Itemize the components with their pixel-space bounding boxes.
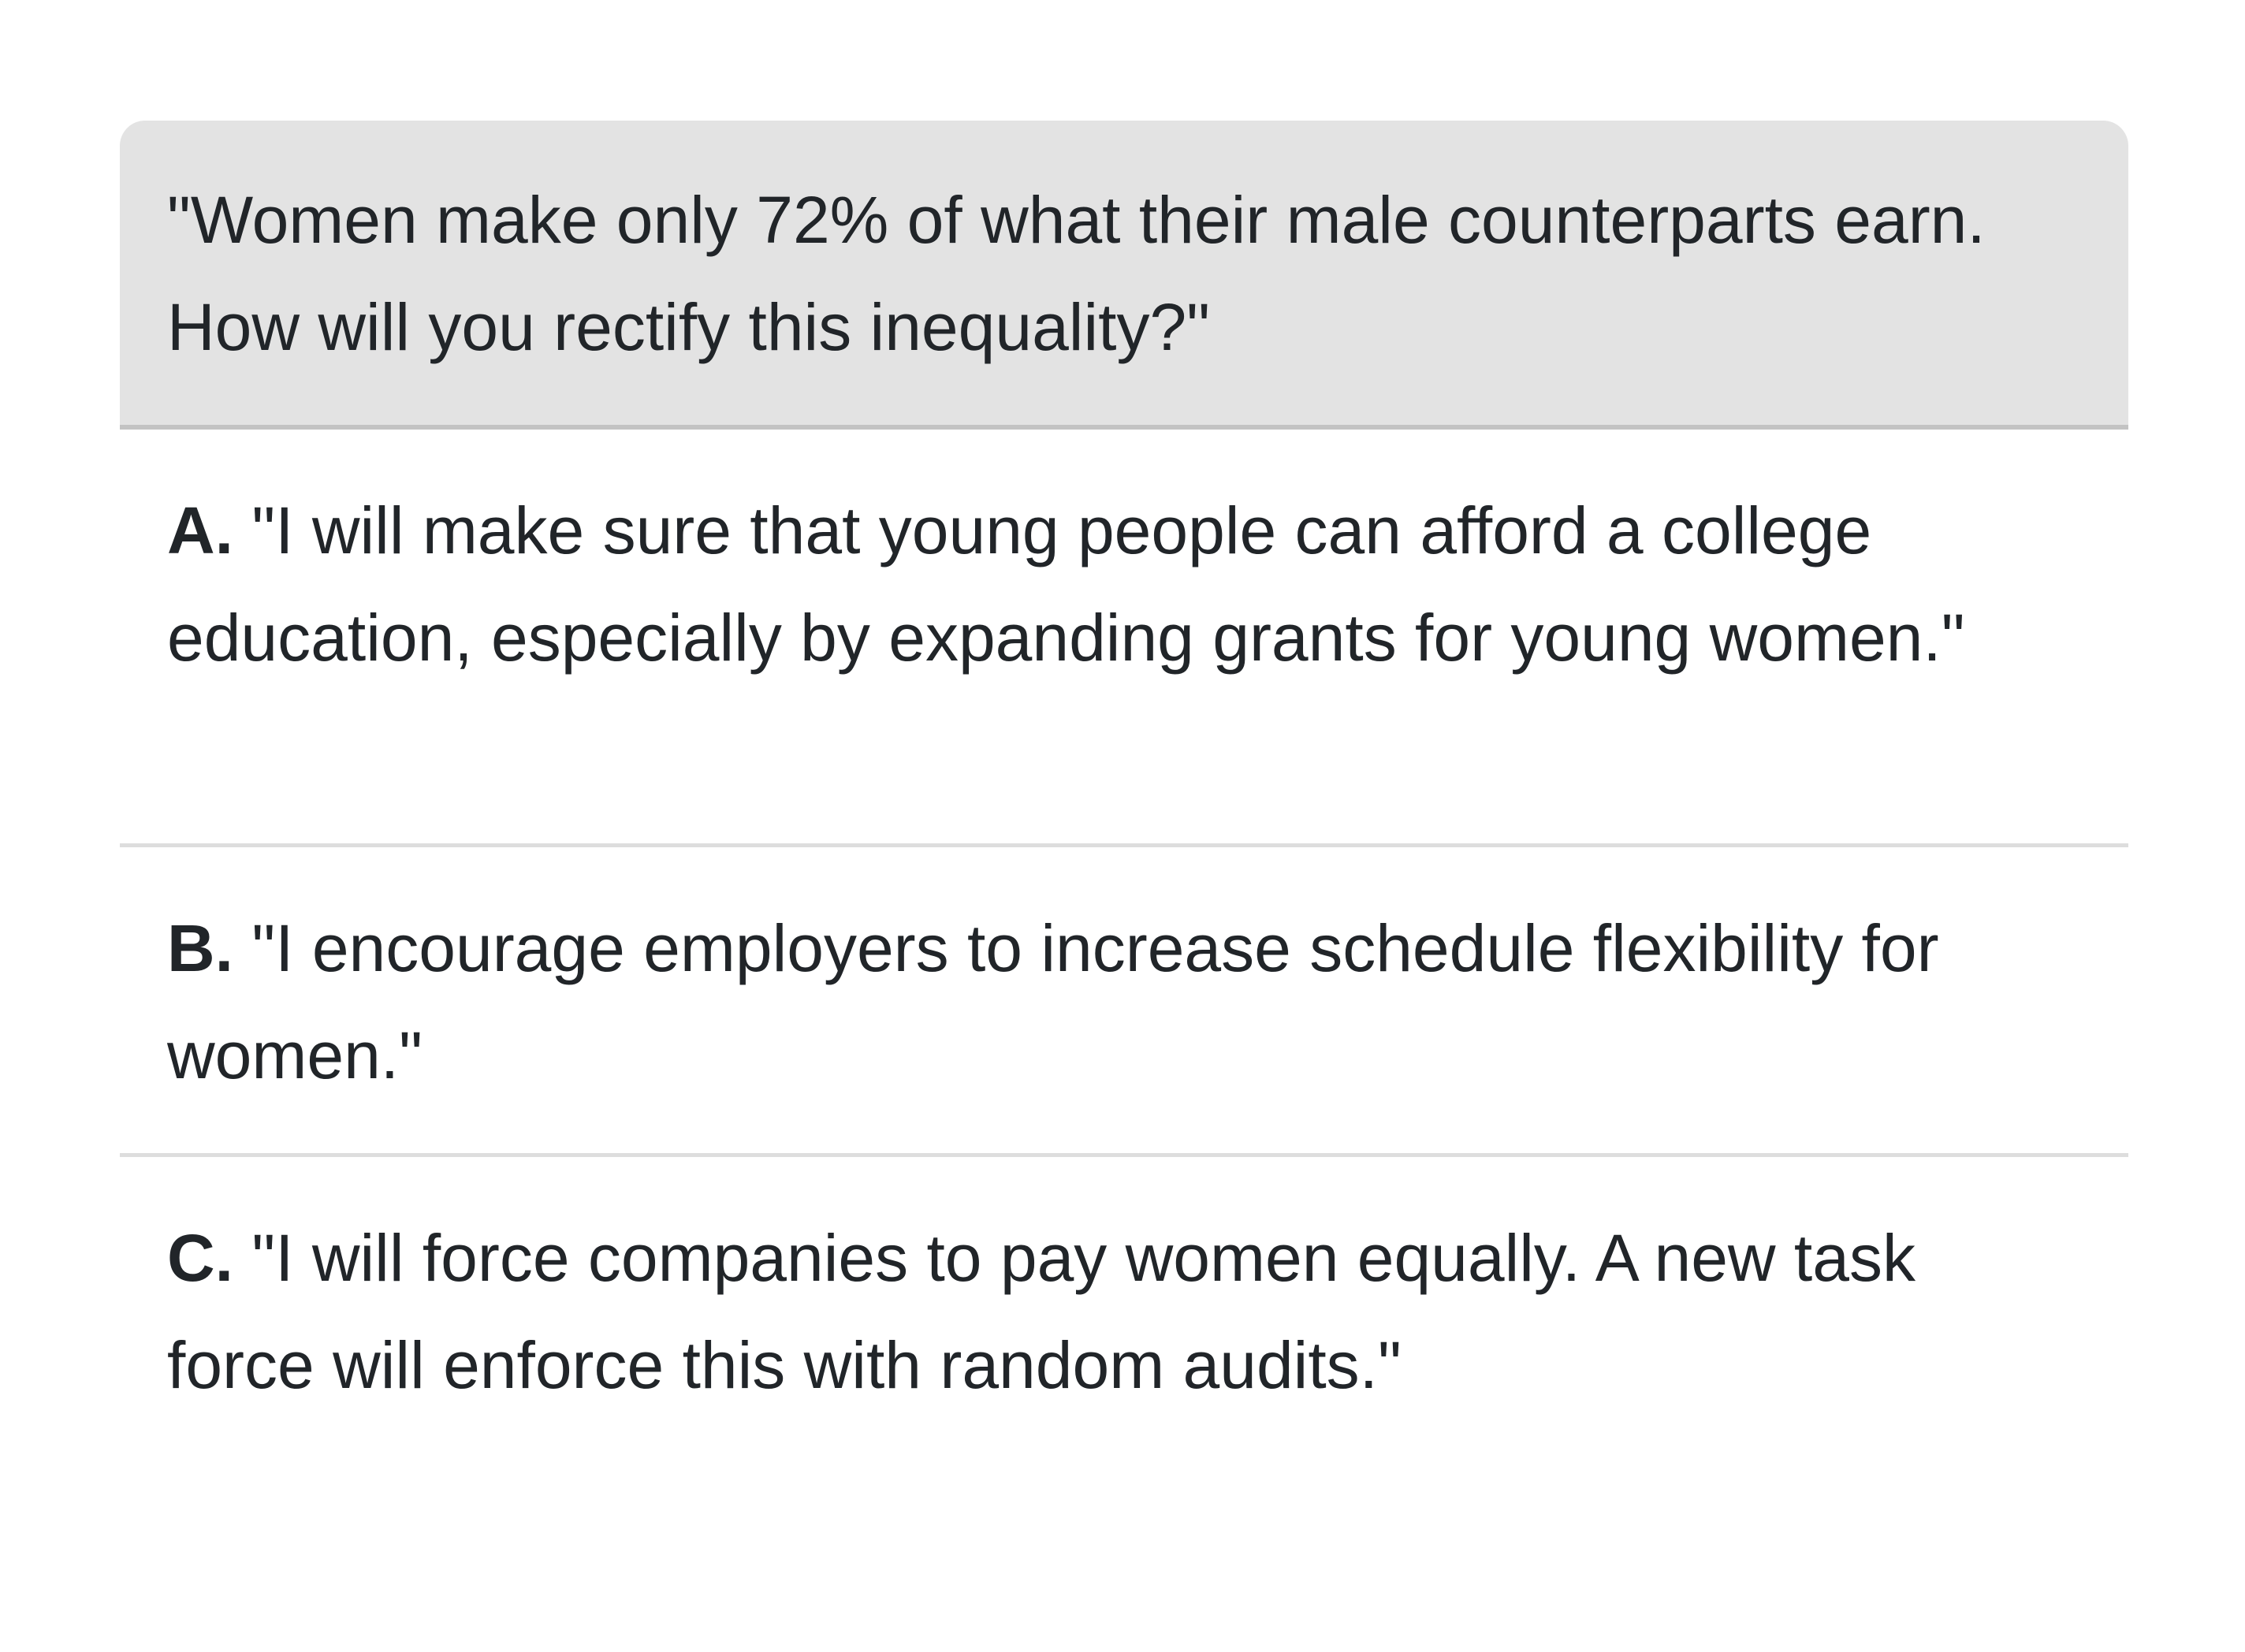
option-c[interactable]: C. "I will force companies to pay women … xyxy=(120,1157,2128,1472)
question-text: "Women make only 72% of what their male … xyxy=(167,183,1986,364)
quiz-card: "Women make only 72% of what their male … xyxy=(120,121,2128,1472)
option-a-letter: A. xyxy=(167,493,233,567)
option-a[interactable]: A. "I will make sure that young people c… xyxy=(120,430,2128,847)
option-a-text: "I will make sure that young people can … xyxy=(167,493,1965,675)
option-b-letter: B. xyxy=(167,911,233,985)
option-b[interactable]: B. "I encourage employers to increase sc… xyxy=(120,847,2128,1157)
option-b-text: "I encourage employers to increase sched… xyxy=(167,911,1939,1092)
option-c-letter: C. xyxy=(167,1221,233,1295)
question-box: "Women make only 72% of what their male … xyxy=(120,121,2128,430)
option-c-text: "I will force companies to pay women equ… xyxy=(167,1221,1916,1402)
